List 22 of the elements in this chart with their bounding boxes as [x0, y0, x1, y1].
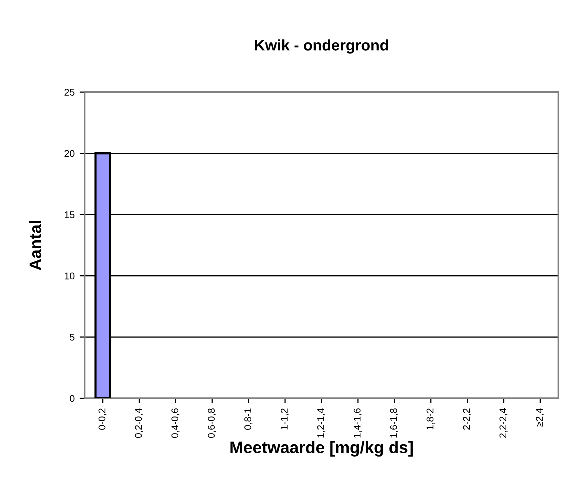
y-tick-label: 15 — [65, 212, 75, 218]
x-axis-title: Meetwaarde [mg/kg ds] — [230, 441, 413, 457]
x-tick-label: 1,6-1,8 — [390, 408, 398, 438]
x-tick-label: 0-0,2 — [98, 408, 107, 430]
x-tick-label: 1,8-2 — [426, 408, 435, 430]
y-tick-label: 25 — [64, 89, 75, 96]
chart-title: Kwik - ondergrond — [255, 40, 388, 54]
y-tick-label: 20 — [64, 150, 75, 158]
x-tick-label: ≥2,4 — [536, 408, 544, 427]
x-tick-label: 1,2-1,4 — [317, 408, 326, 438]
x-tick-label: 0,2-0,4 — [135, 408, 144, 438]
y-tick-label: 10 — [65, 272, 75, 280]
y-axis-title: Aantal — [29, 221, 42, 270]
x-tick-label: 0,6-0,8 — [208, 408, 216, 438]
x-tick-label: 0,4-0,6 — [172, 408, 180, 438]
x-tick-label: 0,8-1 — [244, 408, 253, 430]
x-tick-label: 2,2-2,4 — [500, 408, 508, 438]
x-tick-label: 1,4-1,6 — [354, 408, 362, 438]
y-tick-label: 5 — [70, 334, 75, 341]
x-tick-label: 2-2,2 — [463, 408, 472, 430]
x-tick-label: 1-1,2 — [281, 408, 290, 430]
y-tick-label: 0 — [70, 395, 75, 402]
